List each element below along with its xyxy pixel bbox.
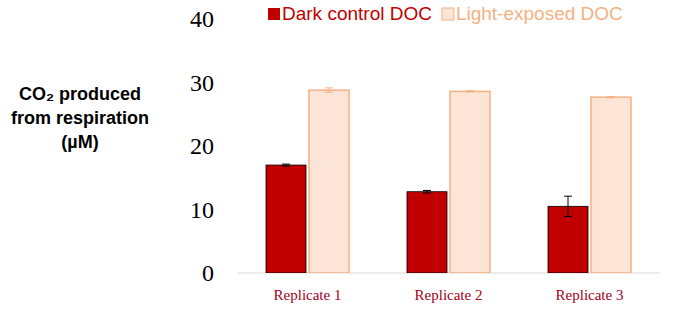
y-tick-label: 20 xyxy=(190,133,214,159)
error-bar xyxy=(423,190,431,193)
y-tick-label: 30 xyxy=(190,70,214,96)
y-tick xyxy=(233,146,237,147)
y-tick xyxy=(233,19,237,20)
x-tick-label: Replicate 1 xyxy=(274,287,342,303)
y-axis-label: CO₂ produced xyxy=(19,84,141,104)
bar xyxy=(548,206,588,273)
x-tick-label: Replicate 3 xyxy=(556,287,624,303)
bar xyxy=(450,91,490,273)
error-bar xyxy=(325,88,333,92)
y-axis-label: from respiration xyxy=(11,108,149,128)
legend-marker xyxy=(268,8,280,20)
bar xyxy=(591,97,631,273)
bar xyxy=(309,90,349,273)
error-bar xyxy=(466,91,474,92)
y-tick xyxy=(233,273,237,274)
y-tick xyxy=(233,209,237,210)
y-tick-label: 10 xyxy=(190,197,214,223)
legend-label: Light-exposed DOC xyxy=(456,3,623,24)
legend-marker xyxy=(442,8,454,20)
y-tick xyxy=(233,82,237,83)
error-bar xyxy=(607,96,615,97)
legend-label: Dark control DOC xyxy=(282,3,432,24)
bars xyxy=(266,88,631,273)
bar xyxy=(266,165,306,273)
y-tick-label: 40 xyxy=(190,6,214,32)
error-bar xyxy=(282,164,290,166)
error-bar xyxy=(564,196,572,216)
chart: 0 10 20 30 40 CO₂ produced from respiration (µM… xyxy=(0,0,700,310)
y-axis-label: (µM) xyxy=(61,132,98,152)
y-tick-label: 0 xyxy=(202,260,214,286)
bar xyxy=(407,192,447,273)
x-tick-label: Replicate 2 xyxy=(415,287,483,303)
